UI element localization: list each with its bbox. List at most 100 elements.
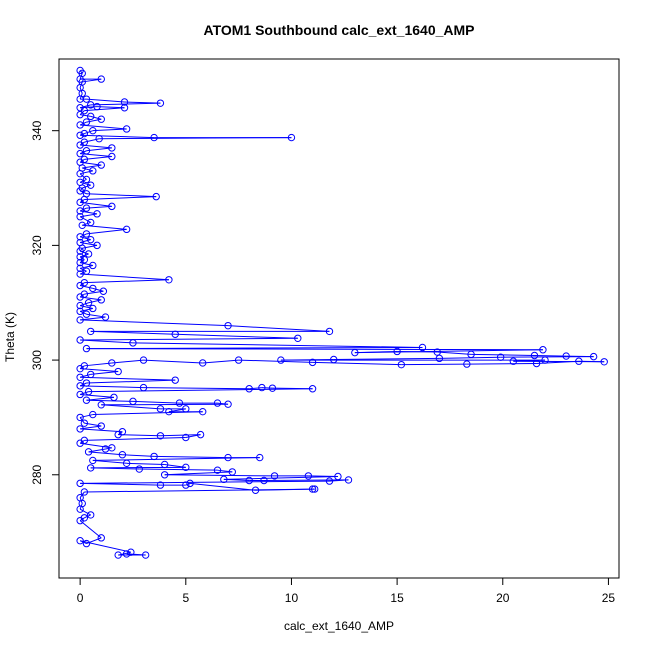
series-line-segment xyxy=(86,396,114,401)
data-point xyxy=(418,343,427,352)
series-line-segment xyxy=(354,350,398,354)
x-tick-label: 5 xyxy=(182,591,189,605)
series-line-segment xyxy=(80,273,169,281)
data-point xyxy=(182,433,190,442)
series-line-segment xyxy=(132,400,180,404)
data-point xyxy=(82,230,91,238)
series-line-segment xyxy=(84,436,186,441)
data-point xyxy=(114,551,122,559)
series-line-segment xyxy=(92,457,260,461)
data-point xyxy=(86,181,95,189)
data-point xyxy=(224,400,232,408)
series-line-segment xyxy=(80,239,91,243)
data-point xyxy=(82,539,91,548)
series-line-segment xyxy=(82,167,93,172)
series-line-segment xyxy=(101,403,229,406)
data-point xyxy=(86,327,95,336)
data-point xyxy=(122,225,131,234)
series-line-segment xyxy=(437,351,472,355)
data-point xyxy=(82,118,91,126)
series-line-segment xyxy=(79,173,87,180)
data-point xyxy=(101,313,110,321)
series-line-segment xyxy=(80,540,131,553)
series-line-segment xyxy=(263,479,349,482)
data-point xyxy=(114,430,122,439)
data-point xyxy=(268,384,277,392)
data-point xyxy=(76,247,84,255)
data-point xyxy=(108,202,116,211)
data-point xyxy=(156,405,165,413)
series-line-segment xyxy=(84,488,315,493)
y-tick-label: 300 xyxy=(30,350,44,370)
data-point xyxy=(82,175,91,184)
series-line-segment xyxy=(92,128,127,132)
data-point xyxy=(76,270,84,278)
data-point xyxy=(84,250,93,258)
data-point xyxy=(76,131,84,139)
series-line-segment xyxy=(238,359,313,363)
data-point xyxy=(93,241,101,250)
series-line-segment xyxy=(86,228,127,235)
data-point xyxy=(76,207,84,215)
series-line-segment xyxy=(86,118,102,123)
data-point xyxy=(80,419,89,427)
series-line-segment xyxy=(228,325,330,332)
series-line-segment xyxy=(139,468,218,471)
data-point xyxy=(76,121,84,129)
data-point xyxy=(76,301,84,310)
series-line-segment xyxy=(90,102,161,106)
data-point xyxy=(186,479,194,488)
series-line-segment xyxy=(223,478,250,482)
series-line-segment xyxy=(90,330,176,335)
data-point xyxy=(76,187,84,195)
series-line-segment xyxy=(80,428,123,433)
data-point xyxy=(76,413,84,422)
series-line-segment xyxy=(79,253,89,258)
series-line-segment xyxy=(202,359,239,364)
data-point xyxy=(76,307,84,316)
data-point xyxy=(308,385,317,393)
series-line-segment xyxy=(578,360,605,363)
series-line-segment xyxy=(154,455,229,459)
data-point xyxy=(228,468,236,476)
series-line-segment xyxy=(80,393,114,398)
data-point xyxy=(95,135,103,143)
series-line-segment xyxy=(164,471,233,476)
data-point xyxy=(141,551,150,559)
data-point xyxy=(99,287,108,295)
data-point xyxy=(530,351,539,360)
series-line-segment xyxy=(79,517,85,522)
data-point xyxy=(260,476,268,485)
series-line-segment xyxy=(80,114,91,117)
data-point xyxy=(541,356,549,364)
series-line-segment xyxy=(80,368,119,373)
data-point xyxy=(76,336,84,344)
series-line-segment xyxy=(79,141,85,146)
data-point xyxy=(165,276,173,284)
data-point xyxy=(120,98,129,106)
data-point xyxy=(86,112,95,121)
series-line-segment xyxy=(80,124,127,130)
series-line-segment xyxy=(80,264,93,269)
data-point xyxy=(129,397,137,406)
series-line-segment xyxy=(80,307,93,312)
series-line-segment xyxy=(122,454,155,457)
data-point xyxy=(97,296,105,304)
series-line-segment xyxy=(80,414,93,418)
data-point xyxy=(308,485,317,493)
series-line-segment xyxy=(185,482,191,486)
data-point xyxy=(76,281,84,290)
data-point xyxy=(150,452,158,461)
data-point xyxy=(89,410,97,419)
data-point xyxy=(76,373,84,381)
data-point xyxy=(171,330,179,338)
series-line-segment xyxy=(92,459,127,464)
series-line-segment xyxy=(143,359,203,364)
data-point xyxy=(258,383,266,392)
data-point xyxy=(84,448,93,456)
data-point xyxy=(325,477,334,485)
data-point xyxy=(182,463,190,472)
data-point xyxy=(82,95,91,103)
series-line-segment xyxy=(90,371,119,375)
series-line-segment xyxy=(80,385,144,389)
